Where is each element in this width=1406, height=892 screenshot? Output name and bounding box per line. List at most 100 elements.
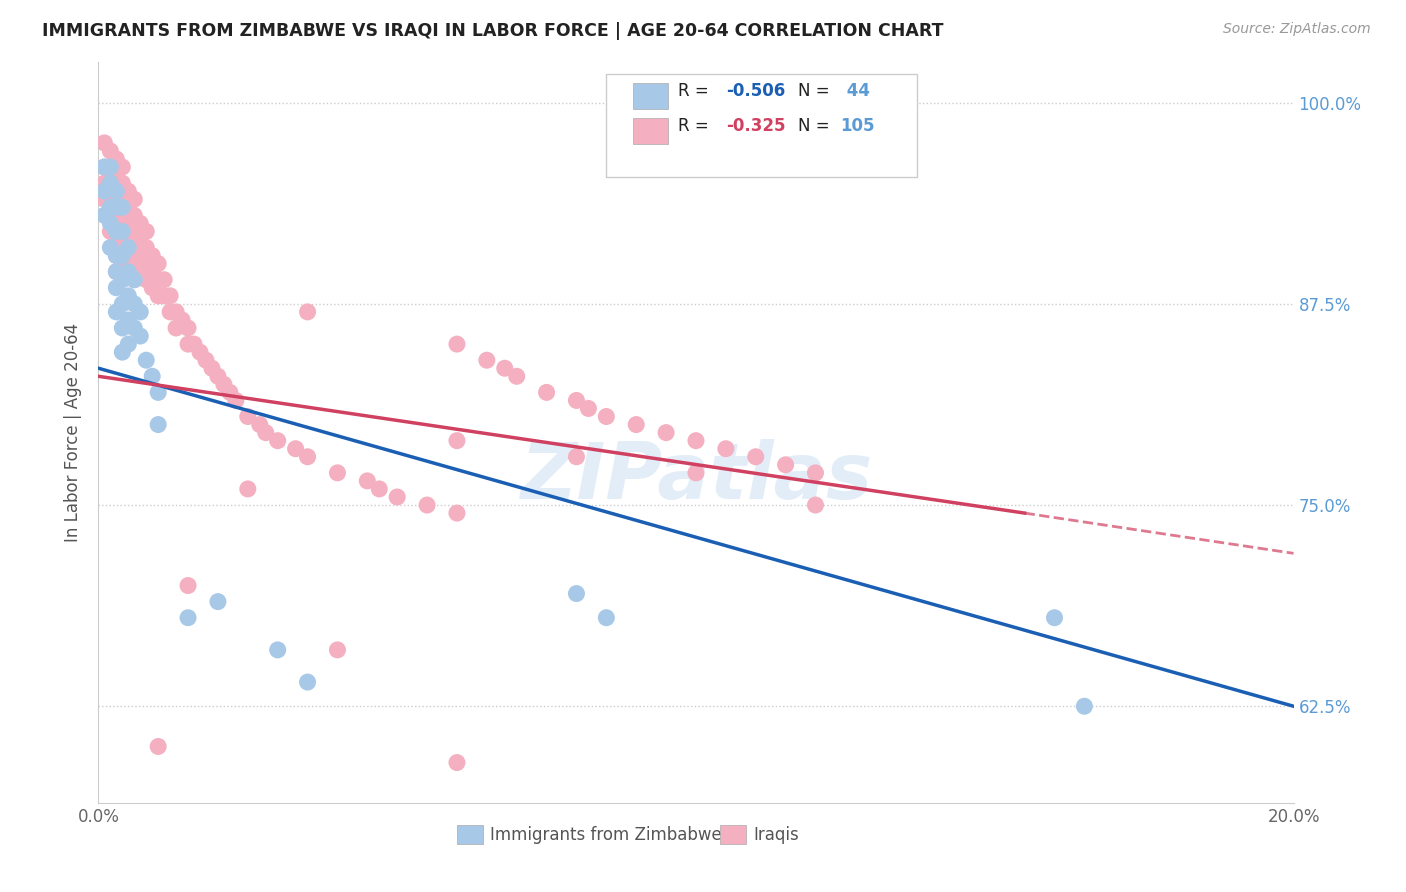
Point [105,232,128,246]
Point [153,289,176,303]
Point [775,458,797,472]
Point [135,257,157,271]
Point [117,289,139,303]
Point [124,273,146,287]
Point [111,273,134,287]
Point [446,756,468,770]
Point [148,739,170,754]
Point [446,434,468,448]
Point [93,160,115,174]
Point [745,450,768,464]
Point [111,240,134,254]
Point [177,610,200,624]
Point [475,353,498,368]
Point [183,337,205,351]
Point [105,305,128,319]
Point [655,425,678,440]
Point [368,482,391,496]
Point [565,450,588,464]
Point [446,506,468,520]
Point [416,498,439,512]
Point [105,265,128,279]
Point [578,401,600,416]
Point [135,353,157,368]
Point [129,216,152,230]
Point [177,578,200,592]
Point [714,442,737,456]
Point [105,200,128,214]
Text: N =: N = [797,117,834,135]
Point [141,369,163,384]
Point [172,313,194,327]
Point [124,273,146,287]
Point [105,152,128,166]
Y-axis label: In Labor Force | Age 20-64: In Labor Force | Age 20-64 [65,323,83,542]
Text: 105: 105 [841,117,875,135]
Point [494,361,516,376]
Point [219,385,242,400]
Point [148,417,170,432]
Point [105,216,128,230]
Point [129,265,152,279]
Point [117,337,139,351]
Point [1073,699,1095,714]
Point [117,265,139,279]
Bar [457,825,484,844]
Point [129,305,152,319]
Point [111,297,134,311]
Point [225,393,247,408]
Point [105,281,128,295]
Point [165,321,187,335]
Point [111,160,134,174]
Point [117,249,139,263]
Point [111,257,134,271]
Point [111,200,134,214]
Point [267,643,290,657]
Point [135,273,157,287]
Text: ZIPatlas: ZIPatlas [520,439,872,515]
Point [254,425,277,440]
Point [117,216,139,230]
Point [111,192,134,206]
Point [98,200,122,214]
Point [117,265,139,279]
Point [111,321,134,335]
Point [93,208,115,222]
Point [124,321,146,335]
Point [565,393,588,408]
Point [195,353,218,368]
Point [188,345,211,359]
Point [249,417,271,432]
Text: R =: R = [678,82,714,100]
Point [105,265,128,279]
Point [111,176,134,190]
Point [356,474,378,488]
Point [111,224,134,238]
Point [626,417,648,432]
Text: R =: R = [678,117,714,135]
Point [153,273,176,287]
Point [236,482,259,496]
Point [207,369,229,384]
Point [141,281,163,295]
Text: N =: N = [797,82,834,100]
Point [267,434,290,448]
Point [111,208,134,222]
Point [98,176,122,190]
Point [111,224,134,238]
Point [148,289,170,303]
Point [111,345,134,359]
Point [141,249,163,263]
Point [105,184,128,198]
Text: IMMIGRANTS FROM ZIMBABWE VS IRAQI IN LABOR FORCE | AGE 20-64 CORRELATION CHART: IMMIGRANTS FROM ZIMBABWE VS IRAQI IN LAB… [42,22,943,40]
Point [124,297,146,311]
Point [98,208,122,222]
Point [117,200,139,214]
Point [297,450,319,464]
Point [685,466,707,480]
Point [105,224,128,238]
Point [129,232,152,246]
Point [93,160,115,174]
Point [385,490,409,504]
Point [98,224,122,238]
